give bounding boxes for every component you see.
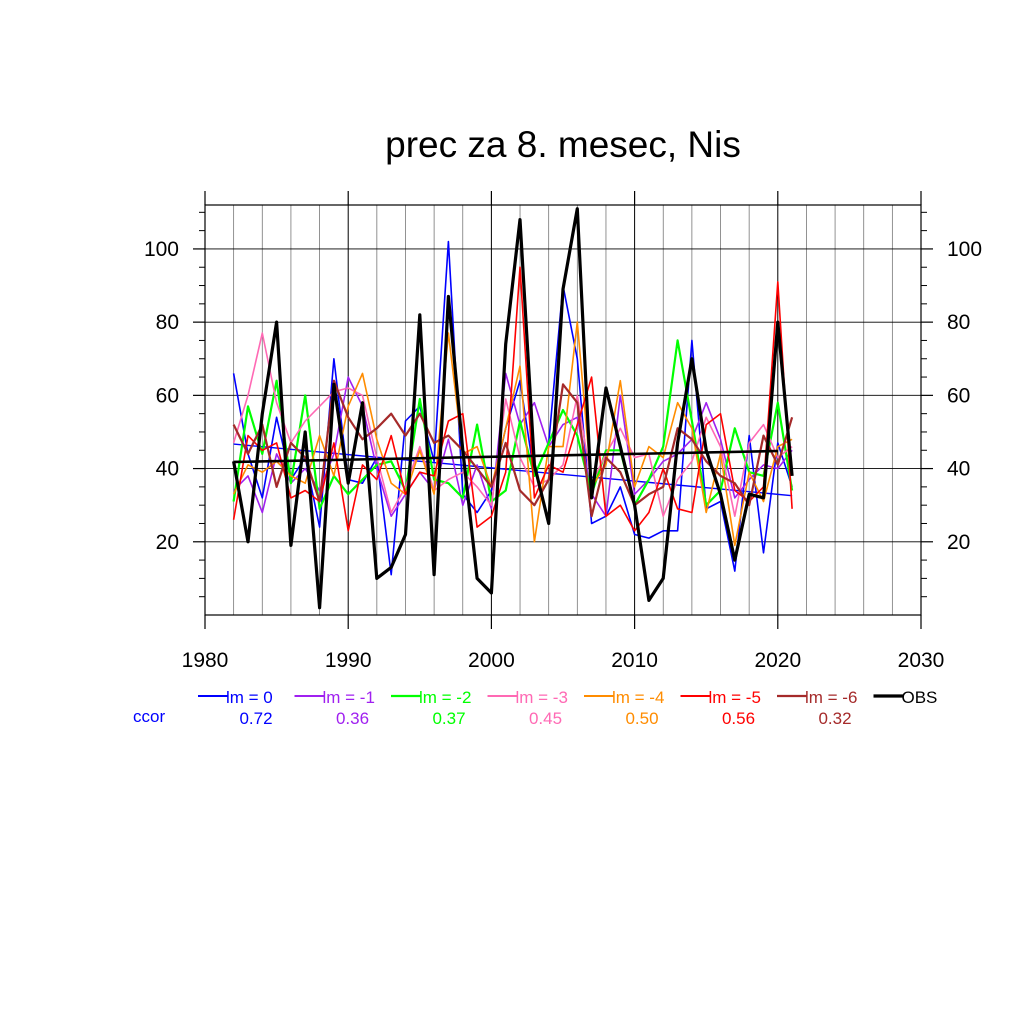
legend-ccor-0: 0.72 [239, 709, 272, 728]
y-tick-label-right: 100 [947, 238, 982, 261]
y-tick-label-right: 40 [947, 458, 970, 481]
legend-label-0: lm = 0 [226, 688, 273, 707]
legend-label-5: lm = -5 [709, 688, 761, 707]
y-tick-label-right: 20 [947, 531, 970, 554]
y-tick-label-left: 100 [144, 238, 179, 261]
legend-ccor-2: 0.37 [432, 709, 465, 728]
y-tick-label-left: 80 [156, 311, 179, 334]
y-tick-label-left: 60 [156, 384, 179, 407]
legend-label-2: lm = -2 [419, 688, 471, 707]
legend-ccor-6: 0.32 [818, 709, 851, 728]
legend-ccor-4: 0.50 [625, 709, 658, 728]
ccor-label: ccor [133, 707, 165, 726]
x-tick-label: 1990 [325, 649, 372, 672]
legend-label-7: OBS [902, 688, 938, 707]
legend: ccor lm = 0 0.72 lm = -1 0.36 lm = -2 0.37 lm … [133, 688, 937, 728]
series-line-4 [232, 321, 793, 547]
x-tick-label: 2030 [898, 649, 945, 672]
chart-title: prec za 8. mesec, Nis [385, 124, 741, 165]
legend-ccor-3: 0.45 [529, 709, 562, 728]
legend-label-4: lm = -4 [612, 688, 664, 707]
legend-ccor-5: 0.56 [722, 709, 755, 728]
series-line-3 [232, 332, 793, 518]
y-tick-label-right: 80 [947, 311, 970, 334]
trend-line-7 [233, 449, 778, 464]
legend-label-3: lm = -3 [516, 688, 568, 707]
x-tick-label: 2010 [611, 649, 658, 672]
plot-frame [204, 204, 922, 616]
x-tick-label: 2000 [468, 649, 515, 672]
legend-ccor-1: 0.36 [336, 709, 369, 728]
series-line-6 [232, 379, 794, 518]
y-tick-label-left: 40 [156, 458, 179, 481]
y-tick-label-left: 20 [156, 531, 179, 554]
legend-label-1: lm = -1 [323, 688, 375, 707]
x-tick-label: 1980 [182, 649, 229, 672]
legend-label-6: lm = -6 [805, 688, 857, 707]
series-group [232, 207, 794, 610]
y-tick-label-right: 60 [947, 384, 970, 407]
x-tick-label: 2020 [754, 649, 801, 672]
series-line-7 [232, 207, 794, 610]
